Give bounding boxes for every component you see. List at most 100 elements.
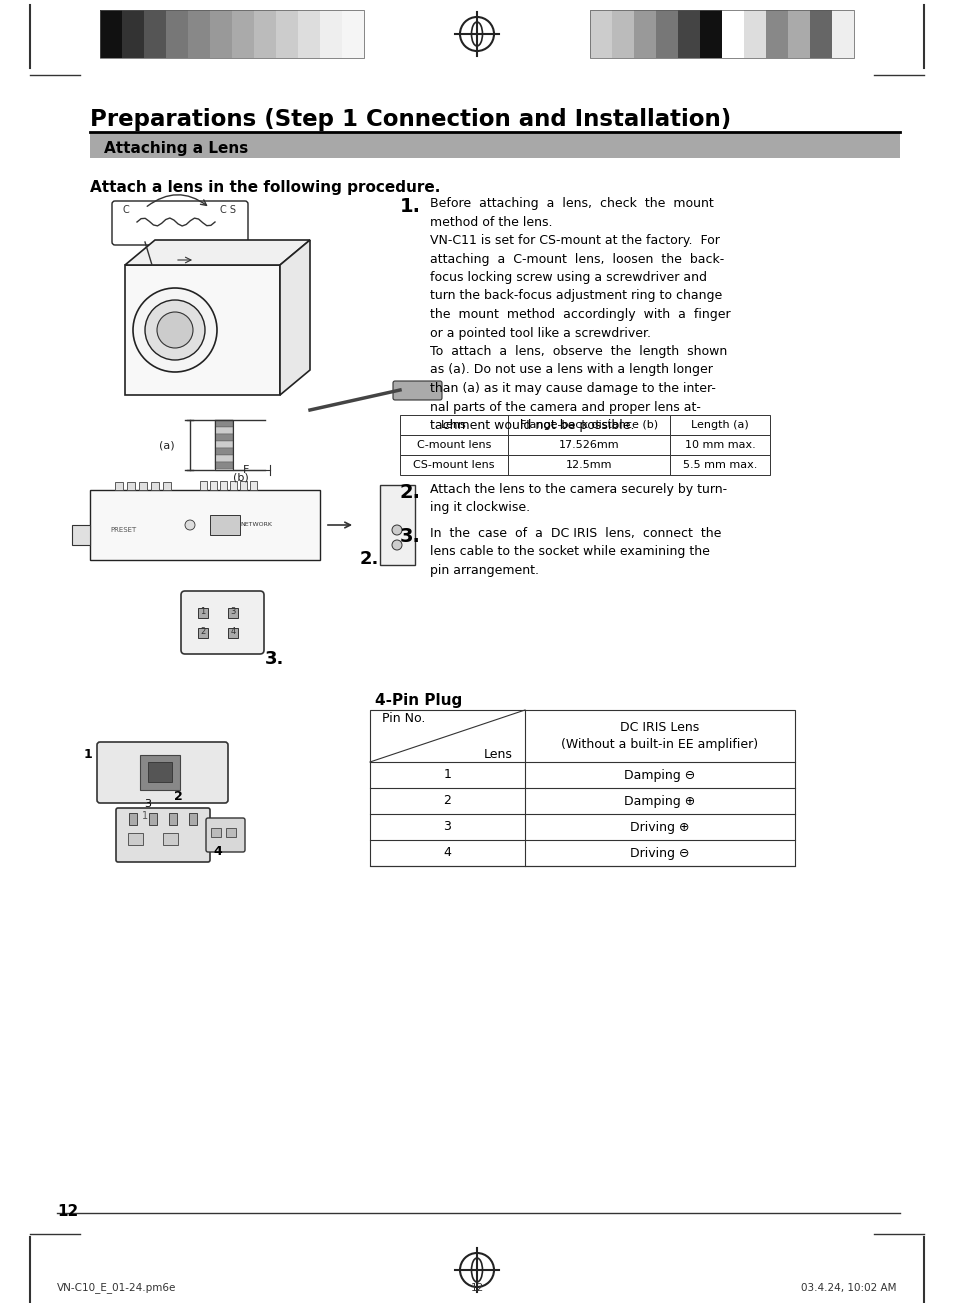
Bar [743, 10, 765, 59]
Bar [228, 628, 237, 638]
Text: Lens: Lens [483, 748, 513, 761]
Bar [214, 463, 233, 469]
Text: Lens: Lens [440, 420, 466, 430]
Bar [399, 435, 507, 455]
Text: 2: 2 [200, 628, 206, 636]
Text: 4: 4 [230, 628, 235, 636]
Bar [669, 414, 769, 435]
Text: 1: 1 [142, 810, 148, 821]
Bar [127, 482, 135, 490]
Bar [297, 10, 319, 59]
Bar [115, 482, 123, 490]
FancyBboxPatch shape [206, 818, 245, 852]
FancyBboxPatch shape [181, 592, 264, 654]
Text: C-mount lens: C-mount lens [416, 440, 491, 450]
Bar [128, 833, 143, 846]
Bar [198, 609, 208, 618]
Circle shape [132, 288, 216, 371]
Bar [163, 482, 171, 490]
Text: 10 mm max.: 10 mm max. [684, 440, 755, 450]
Text: CS-mount lens: CS-mount lens [413, 460, 495, 470]
Bar [140, 754, 180, 790]
Bar [214, 455, 233, 463]
Text: (a): (a) [159, 440, 174, 450]
Bar [669, 455, 769, 476]
Text: Damping ⊖: Damping ⊖ [623, 769, 695, 782]
Text: Preparations (Step 1 Connection and Installation): Preparations (Step 1 Connection and Inst… [90, 108, 731, 132]
Text: NETWORK: NETWORK [240, 523, 272, 528]
Text: 1: 1 [84, 748, 92, 761]
Bar [250, 481, 256, 490]
Text: 12: 12 [470, 1283, 483, 1293]
Bar [144, 10, 166, 59]
Bar [669, 435, 769, 455]
Bar [612, 10, 634, 59]
Text: In  the  case  of  a  DC IRIS  lens,  connect  the
lens cable to the socket whil: In the case of a DC IRIS lens, connect t… [430, 526, 720, 577]
Text: 3.: 3. [265, 650, 284, 668]
Bar [634, 10, 656, 59]
Text: 3: 3 [144, 799, 152, 809]
Text: 03.4.24, 10:02 AM: 03.4.24, 10:02 AM [801, 1283, 896, 1293]
Text: 3: 3 [230, 607, 235, 616]
FancyBboxPatch shape [97, 741, 228, 803]
Bar [100, 10, 364, 59]
Bar [787, 10, 809, 59]
Bar [507, 414, 669, 435]
Bar [214, 440, 233, 448]
Bar [210, 515, 240, 536]
Text: Driving ⊕: Driving ⊕ [630, 821, 689, 834]
Bar [129, 813, 137, 825]
Bar [214, 434, 233, 440]
Bar [189, 813, 196, 825]
Bar [214, 420, 233, 470]
Circle shape [157, 311, 193, 348]
Bar [90, 132, 899, 158]
Bar [232, 10, 253, 59]
Bar [319, 10, 341, 59]
Bar [379, 485, 415, 566]
Text: Damping ⊕: Damping ⊕ [623, 795, 695, 808]
Text: Before  attaching  a  lens,  check  the  mount
method of the lens.
VN-C11 is set: Before attaching a lens, check the mount… [430, 197, 730, 433]
Polygon shape [125, 240, 310, 265]
Bar [210, 10, 232, 59]
Bar [275, 10, 297, 59]
Text: 12: 12 [57, 1204, 78, 1220]
Bar [831, 10, 853, 59]
Text: 4-Pin Plug: 4-Pin Plug [375, 693, 462, 708]
Bar [240, 481, 247, 490]
Text: 1.: 1. [399, 197, 420, 216]
Bar [100, 10, 122, 59]
Text: F: F [243, 465, 249, 476]
Circle shape [392, 525, 401, 536]
Bar [678, 10, 700, 59]
Bar [198, 628, 208, 638]
Bar [139, 482, 147, 490]
Bar [370, 710, 794, 866]
Bar [228, 609, 237, 618]
Polygon shape [280, 240, 310, 395]
Text: 2.: 2. [399, 483, 420, 502]
Text: PRESET: PRESET [110, 526, 136, 533]
FancyBboxPatch shape [116, 808, 210, 863]
Text: C: C [123, 205, 130, 215]
Text: Pin No.: Pin No. [381, 711, 425, 724]
Text: Driving ⊖: Driving ⊖ [630, 847, 689, 860]
Text: Attach a lens in the following procedure.: Attach a lens in the following procedure… [90, 180, 440, 195]
FancyBboxPatch shape [393, 380, 441, 400]
Text: 12.5mm: 12.5mm [565, 460, 612, 470]
Bar [148, 762, 172, 782]
Bar [71, 525, 90, 545]
Bar [507, 435, 669, 455]
Text: Attach the lens to the camera securely by turn-
ing it clockwise.: Attach the lens to the camera securely b… [430, 483, 726, 515]
Bar [253, 10, 275, 59]
Text: Attaching a Lens: Attaching a Lens [104, 141, 248, 156]
Text: 4: 4 [213, 846, 222, 857]
Bar [122, 10, 144, 59]
Bar [214, 427, 233, 434]
Text: 3: 3 [443, 821, 451, 834]
Text: 5.5 mm max.: 5.5 mm max. [682, 460, 757, 470]
Text: 1: 1 [443, 769, 451, 782]
Text: 1: 1 [200, 607, 206, 616]
Circle shape [145, 300, 205, 360]
Text: (b): (b) [233, 472, 249, 482]
